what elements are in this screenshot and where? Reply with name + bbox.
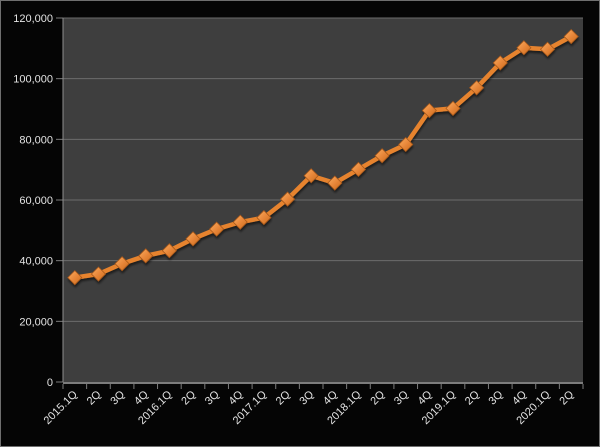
data-series <box>67 28 579 286</box>
x-axis-tick-label: 4Q <box>132 388 151 407</box>
x-axis-tick-label: 4Q <box>416 388 435 407</box>
data-point-marker <box>469 80 485 96</box>
x-axis-tick-label: 2Q <box>179 388 198 407</box>
data-point-marker <box>279 191 296 207</box>
y-axis-tick-label: 80,000 <box>19 134 53 146</box>
data-point-marker <box>161 243 177 259</box>
data-point-marker <box>445 100 461 116</box>
x-axis-tick-label: 3Q <box>108 388 127 407</box>
data-point-marker <box>303 168 319 184</box>
y-axis-tick-label: 100,000 <box>13 74 53 86</box>
data-point-marker <box>185 231 201 247</box>
x-axis-tick-label: 2Q <box>368 388 387 407</box>
data-point-marker <box>90 266 107 282</box>
data-point-marker <box>327 175 343 191</box>
x-axis-tick-label: 2Q <box>557 388 576 407</box>
x-axis-tick-label: 2Q <box>274 388 293 407</box>
x-axis-tick-label: 3Q <box>203 388 222 407</box>
data-point-marker <box>492 55 508 71</box>
x-axis-tick-label: 2Q <box>463 388 482 407</box>
data-point-marker <box>138 248 154 264</box>
y-axis-tick-label: 120,000 <box>13 13 53 25</box>
data-point-marker <box>350 161 367 177</box>
data-point-marker <box>563 28 579 45</box>
x-axis-tick-label: 2Q <box>85 388 104 407</box>
x-axis-tick-label: 3Q <box>392 388 411 407</box>
data-point-marker <box>67 270 83 286</box>
x-axis-tick-label: 4Q <box>227 388 246 407</box>
x-axis-tick-label: 4Q <box>510 388 529 407</box>
data-point-marker <box>209 221 225 237</box>
y-axis-tick-label: 20,000 <box>19 316 53 328</box>
data-point-marker <box>421 102 437 119</box>
y-axis-tick-label: 40,000 <box>19 256 53 268</box>
x-axis-tick-label: 3Q <box>487 388 506 407</box>
data-point-marker <box>374 148 390 164</box>
x-axis-tick-label: 4Q <box>321 388 340 407</box>
x-axis-tick-label: 2015.1Q <box>42 388 81 427</box>
data-point-marker <box>539 41 556 57</box>
data-point-marker <box>232 214 248 230</box>
data-line <box>72 34 574 280</box>
y-axis-tick-label: 0 <box>47 377 53 389</box>
data-point-marker <box>516 40 532 56</box>
data-point-marker <box>398 136 414 153</box>
data-point-marker <box>114 256 130 272</box>
x-axis-tick-label: 3Q <box>297 388 316 407</box>
data-point-marker <box>256 210 272 226</box>
y-axis-tick-label: 60,000 <box>19 195 53 207</box>
